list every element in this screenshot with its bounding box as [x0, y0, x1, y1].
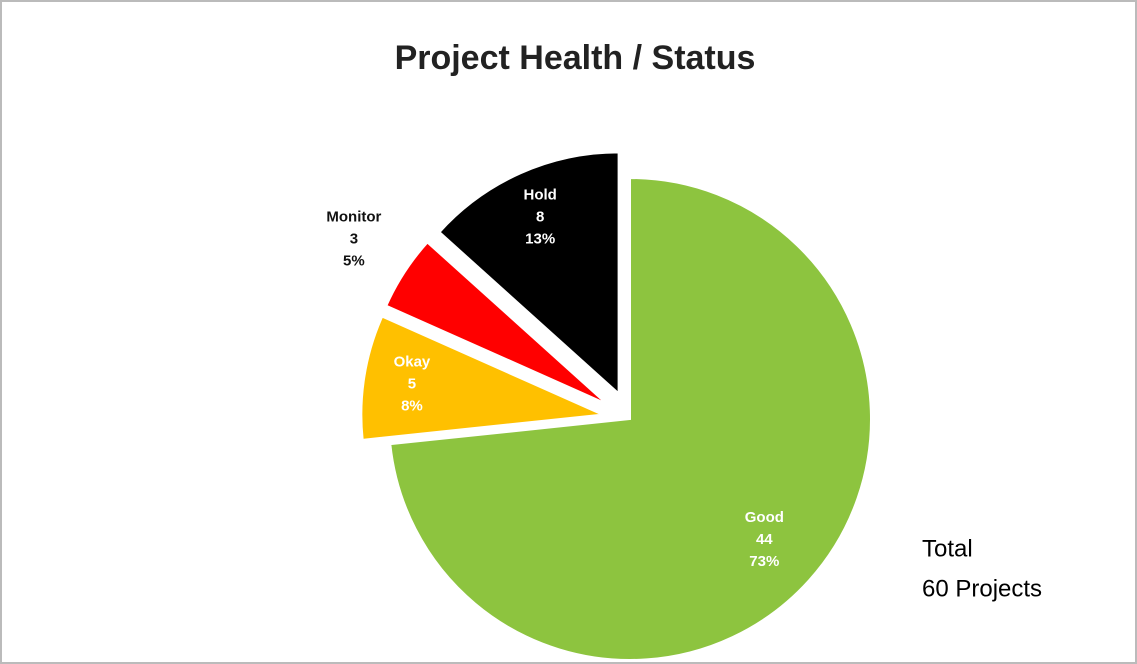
slice-label: Okay	[394, 353, 431, 370]
percent-label: 13%	[525, 230, 555, 247]
pie-slice	[438, 151, 620, 396]
annotation: 60 Projects	[922, 575, 1042, 602]
annotation: Total	[922, 535, 973, 562]
percent-label: 8%	[401, 397, 423, 414]
pie-slice	[385, 241, 608, 405]
pie-slice	[360, 315, 607, 441]
value-label: 44	[756, 531, 773, 548]
slice-label: Hold	[524, 186, 557, 203]
percent-label: 73%	[749, 553, 779, 570]
value-label: 3	[350, 231, 358, 248]
pie-slice	[389, 176, 872, 661]
chart-title: Project Health / Status	[395, 39, 756, 77]
slice-label: Good	[745, 509, 784, 526]
value-label: 5	[408, 375, 416, 392]
slice-label: Monitor	[326, 209, 381, 226]
percent-label: 5%	[343, 253, 365, 270]
value-label: 8	[536, 208, 544, 225]
